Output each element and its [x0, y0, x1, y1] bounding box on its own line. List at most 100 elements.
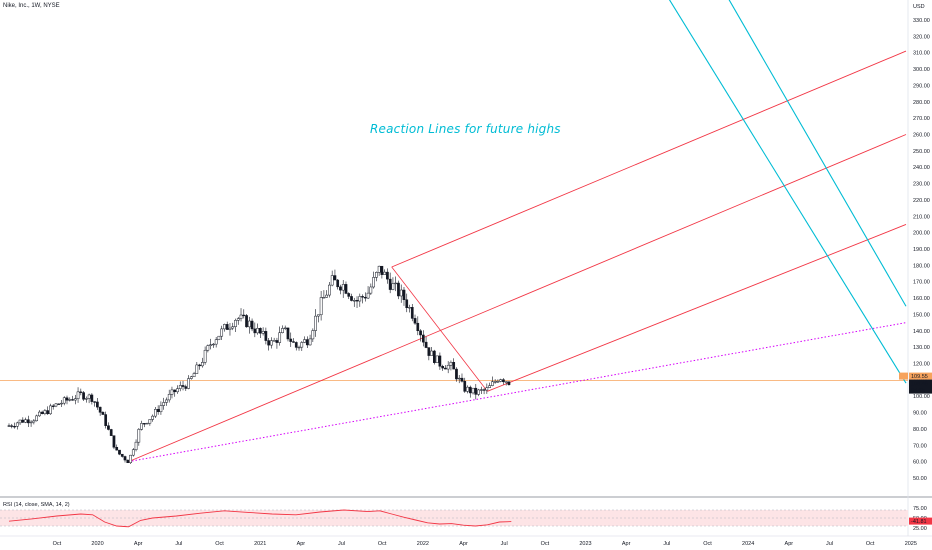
candle-body [264, 331, 268, 341]
candle-body [444, 367, 447, 370]
candle-body [184, 386, 188, 389]
candle-body [424, 341, 428, 348]
time-axis-label: Jul [175, 541, 182, 547]
candle-body [402, 289, 406, 300]
candle-body [104, 414, 108, 426]
candle-body [289, 338, 293, 342]
candle-body [300, 342, 304, 348]
candle-body [203, 349, 207, 363]
candle-body [198, 364, 201, 367]
rsi-band [0, 510, 908, 526]
candle-body [272, 340, 276, 342]
candle-body [496, 381, 500, 383]
reaction-line [128, 134, 907, 463]
candle-body [297, 346, 301, 349]
candle-body [79, 391, 83, 393]
candle-body [206, 345, 210, 351]
candle-body [281, 328, 284, 333]
time-axis-label: 2025 [905, 541, 917, 547]
price-tick-label: 310.00 [913, 51, 930, 57]
candle-body [394, 282, 398, 285]
candle-body [178, 385, 182, 389]
candle-body [408, 307, 411, 309]
candle-body [84, 398, 88, 400]
price-tick-label: 130.00 [913, 345, 930, 351]
candle-body [452, 362, 456, 370]
candle-body [250, 320, 254, 330]
candle-body [71, 399, 74, 401]
candle-body [21, 419, 25, 423]
candle-body [62, 397, 66, 404]
time-axis-label: Jul [338, 541, 345, 547]
candle-body [386, 271, 389, 280]
candle-body [485, 387, 489, 391]
candle-body [377, 265, 381, 273]
last-price-badge [909, 372, 932, 380]
candle-body [294, 342, 298, 348]
candle-body [482, 389, 486, 391]
candle-body [32, 420, 36, 423]
candle-body [137, 429, 141, 443]
candle-body [181, 385, 185, 387]
time-axis-label: Apr [134, 541, 143, 547]
candle-body [200, 362, 204, 367]
candle-body [267, 340, 270, 346]
candle-body [24, 419, 27, 423]
candle-body [225, 324, 229, 330]
price-tick-label: 170.00 [913, 280, 930, 286]
candle-body [167, 394, 171, 401]
rsi-value-badge [909, 517, 932, 525]
candle-body [112, 435, 116, 448]
time-axis-label: Apr [459, 541, 468, 547]
candle-body [214, 339, 218, 345]
reaction-line [487, 224, 907, 392]
candle-body [468, 386, 472, 394]
candle-body [145, 422, 149, 425]
candle-body [325, 294, 328, 298]
candle-body [341, 284, 345, 291]
candle-body [449, 362, 453, 366]
candle-body [192, 373, 196, 378]
candle-body [173, 389, 177, 393]
rsi-header: RSI (14, close, SMA, 14, 2) [3, 502, 70, 508]
candle-body [314, 315, 317, 331]
price-tick-label: 150.00 [913, 312, 930, 318]
price-tick-label: 120.00 [913, 362, 930, 368]
candle-body [60, 402, 63, 405]
price-tick-label: 290.00 [913, 83, 930, 89]
price-tick-label: 70.00 [913, 443, 927, 449]
candle-body [107, 425, 110, 430]
candle-body [438, 355, 442, 367]
candle-body [159, 405, 163, 413]
candle-body [101, 412, 105, 415]
price-tick-label: 60.00 [913, 460, 927, 466]
candle-body [419, 330, 422, 336]
candle-body [507, 381, 511, 385]
candle-body [176, 388, 179, 393]
time-axis-label: 2021 [254, 541, 266, 547]
candle-body [151, 415, 154, 420]
candle-body [223, 324, 226, 330]
candle-body [352, 300, 356, 302]
candle-body [239, 314, 243, 319]
candle-body [350, 296, 353, 301]
candle-body [123, 456, 127, 461]
candle-body [57, 403, 61, 405]
candle-body [96, 401, 99, 408]
candle-body [51, 405, 55, 407]
candle-body [278, 332, 282, 343]
price-tick-label: 240.00 [913, 165, 930, 171]
candle-body [358, 296, 362, 302]
candle-body [270, 340, 273, 346]
annotation-text[interactable]: Reaction Lines for future highs [370, 122, 561, 136]
dotted-support-line [128, 322, 907, 463]
price-tick-label: 230.00 [913, 182, 930, 188]
close-price-badge-text: 108.48 [911, 382, 928, 388]
price-tick-label: 160.00 [913, 296, 930, 302]
candle-body [15, 422, 19, 427]
candle-body [427, 347, 431, 356]
candle-body [49, 405, 52, 415]
price-tick-label: 200.00 [913, 231, 930, 237]
candle-body [399, 289, 403, 297]
